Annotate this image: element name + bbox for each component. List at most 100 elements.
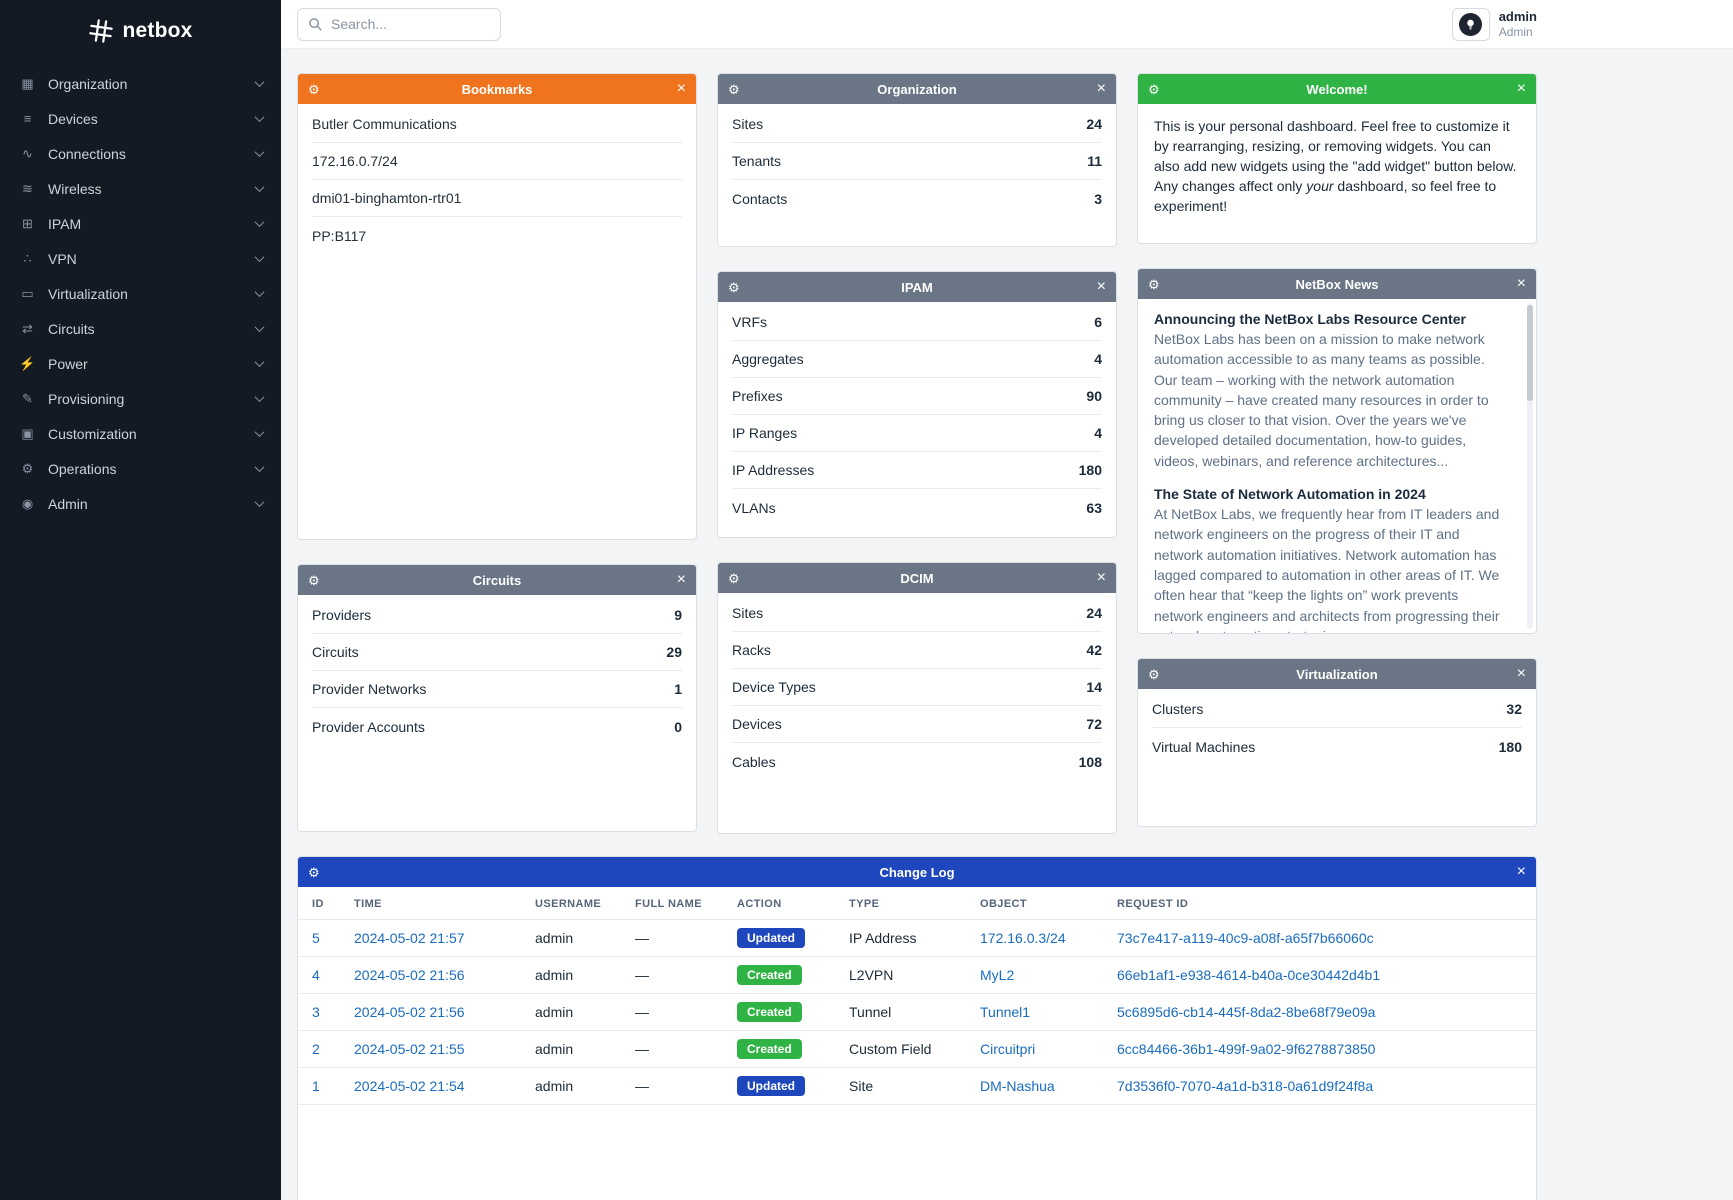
changelog-request-link[interactable]: 6cc84466-36b1-499f-9a02-9f6278873850	[1117, 1041, 1376, 1057]
stat-row[interactable]: Virtual Machines 180	[1152, 738, 1522, 755]
sidebar-item-wireless[interactable]: ≋ Wireless	[0, 171, 281, 206]
changelog-id-link[interactable]: 3	[312, 1004, 320, 1020]
chevron-down-icon	[254, 147, 265, 158]
changelog-object-link[interactable]: DM-Nashua	[980, 1078, 1055, 1094]
changelog-fullname: —	[625, 1067, 727, 1105]
chevron-down-icon	[254, 252, 265, 263]
stat-row[interactable]: Racks 42	[732, 632, 1102, 669]
widget-config-icon[interactable]: ⚙	[1148, 666, 1160, 682]
widget-title: Circuits	[472, 572, 522, 588]
power-icon: ⚡	[19, 355, 36, 371]
changelog-object-link[interactable]: MyL2	[980, 967, 1015, 983]
sidebar-item-label: Virtualization	[48, 285, 128, 302]
changelog-time-link[interactable]: 2024-05-02 21:56	[354, 967, 465, 983]
sidebar-item-admin[interactable]: ◉ Admin	[0, 486, 281, 521]
news-headline[interactable]: Announcing the NetBox Labs Resource Cent…	[1154, 311, 1466, 327]
user-menu[interactable]: admin Admin	[1451, 7, 1537, 41]
close-icon[interactable]: ×	[1096, 80, 1106, 97]
sidebar-item-vpn[interactable]: ∴ VPN	[0, 241, 281, 276]
stat-row[interactable]: VRFs 6	[732, 304, 1102, 341]
widget-config-icon[interactable]: ⚙	[728, 279, 740, 295]
close-icon[interactable]: ×	[1516, 665, 1526, 682]
search-input[interactable]	[331, 16, 512, 32]
stat-row[interactable]: Providers 9	[312, 597, 682, 634]
changelog-fullname: —	[625, 919, 727, 957]
sidebar-item-virtualization[interactable]: ▭ Virtualization	[0, 276, 281, 311]
stat-row[interactable]: Cables 108	[732, 753, 1102, 770]
changelog-username: admin	[525, 956, 625, 994]
close-icon[interactable]: ×	[1096, 278, 1106, 295]
stat-row[interactable]: Devices 72	[732, 706, 1102, 743]
changelog-id-link[interactable]: 4	[312, 967, 320, 983]
bookmark-item[interactable]: dmi01-binghamton-rtr01	[312, 180, 682, 217]
close-icon[interactable]: ×	[1096, 569, 1106, 586]
changelog-request-link[interactable]: 66eb1af1-e938-4614-b40a-0ce30442d4b1	[1117, 967, 1381, 983]
stat-row[interactable]: Provider Accounts 0	[312, 718, 682, 735]
close-icon[interactable]: ×	[1516, 863, 1526, 880]
sidebar-item-organization[interactable]: ▦ Organization	[0, 66, 281, 101]
sidebar-item-ipam[interactable]: ⊞ IPAM	[0, 206, 281, 241]
wifi-icon: ≋	[22, 180, 33, 196]
close-icon[interactable]: ×	[1516, 275, 1526, 292]
stat-row[interactable]: Sites 24	[732, 595, 1102, 632]
bookmark-item[interactable]: PP:B117	[312, 227, 367, 244]
stat-row[interactable]: Aggregates 4	[732, 341, 1102, 378]
action-badge: Created	[737, 1039, 802, 1059]
changelog-request-link[interactable]: 7d3536f0-7070-4a1d-b318-0a61d9f24f8a	[1117, 1078, 1374, 1094]
bookmark-item[interactable]: 172.16.0.7/24	[312, 143, 682, 180]
changelog-time-link[interactable]: 2024-05-02 21:57	[354, 930, 465, 946]
table-row: 4 2024-05-02 21:56 admin — Created L2VPN…	[298, 956, 1536, 994]
sidebar-item-provisioning[interactable]: ✎ Provisioning	[0, 381, 281, 416]
stat-row[interactable]: Sites 24	[732, 106, 1102, 143]
changelog-object-link[interactable]: Circuitpri	[980, 1041, 1036, 1057]
news-body-text: NetBox Labs has been on a mission to mak…	[1154, 331, 1489, 469]
user-role: Admin	[1498, 24, 1533, 39]
changelog-time-link[interactable]: 2024-05-02 21:54	[354, 1078, 465, 1094]
stat-row[interactable]: Circuits 29	[312, 634, 682, 671]
scrollbar-thumb[interactable]	[1527, 305, 1533, 401]
stat-row[interactable]: Contacts 3	[732, 190, 1102, 207]
widget-config-icon[interactable]: ⚙	[308, 81, 320, 97]
netbox-logo[interactable]: netbox	[0, 0, 281, 52]
changelog-time-link[interactable]: 2024-05-02 21:56	[354, 1004, 465, 1020]
bookmark-item[interactable]: Butler Communications	[312, 106, 682, 143]
stat-row[interactable]: Tenants 11	[732, 143, 1102, 180]
widget-virtualization: ⚙ Virtualization × Clusters 32	[1137, 658, 1537, 827]
news-headline[interactable]: The State of Network Automation in 2024	[1154, 486, 1426, 503]
widget-config-icon[interactable]: ⚙	[1148, 81, 1160, 97]
widget-config-icon[interactable]: ⚙	[308, 572, 320, 588]
chevron-down-icon	[254, 322, 265, 333]
stat-row[interactable]: Prefixes 90	[732, 378, 1102, 415]
sidebar-item-customization[interactable]: ▣ Customization	[0, 416, 281, 451]
stat-row[interactable]: Clusters 32	[1152, 691, 1522, 728]
changelog-object-link[interactable]: Tunnel1	[980, 1004, 1031, 1020]
sidebar-item-operations[interactable]: ⚙ Operations	[0, 451, 281, 486]
changelog-id-link[interactable]: 5	[312, 930, 320, 946]
sidebar-item-devices[interactable]: ≡ Devices	[0, 101, 281, 136]
stat-row[interactable]: IP Addresses 180	[732, 452, 1102, 489]
sidebar-item-power[interactable]: ⚡ Power	[0, 346, 281, 381]
widget-config-icon[interactable]: ⚙	[728, 81, 740, 97]
widget-config-icon[interactable]: ⚙	[728, 570, 740, 586]
changelog-request-link[interactable]: 73c7e417-a119-40c9-a08f-a65f7b66060c	[1117, 930, 1374, 946]
stat-row[interactable]: Provider Networks 1	[312, 671, 682, 708]
changelog-object-link[interactable]: 172.16.0.3/24	[980, 930, 1066, 946]
changelog-id-link[interactable]: 1	[312, 1078, 320, 1094]
stat-row[interactable]: VLANs 63	[732, 499, 1102, 516]
sidebar-item-label: Customization	[48, 425, 137, 442]
close-icon[interactable]: ×	[1516, 80, 1526, 97]
theme-toggle-button[interactable]	[1451, 7, 1490, 41]
changelog-request-link[interactable]: 5c6895d6-cb14-445f-8da2-8be68f79e09a	[1117, 1004, 1376, 1020]
widget-config-icon[interactable]: ⚙	[1148, 276, 1160, 292]
stat-row[interactable]: Device Types 14	[732, 669, 1102, 706]
close-icon[interactable]: ×	[676, 80, 686, 97]
sidebar-item-connections[interactable]: ∿ Connections	[0, 136, 281, 171]
sidebar-item-circuits[interactable]: ⇄ Circuits	[0, 311, 281, 346]
changelog-id-link[interactable]: 2	[312, 1041, 320, 1057]
close-icon[interactable]: ×	[676, 571, 686, 588]
changelog-type: Custom Field	[839, 1030, 970, 1068]
stat-row[interactable]: IP Ranges 4	[732, 415, 1102, 452]
changelog-time-link[interactable]: 2024-05-02 21:55	[354, 1041, 465, 1057]
widget-config-icon[interactable]: ⚙	[308, 864, 320, 880]
